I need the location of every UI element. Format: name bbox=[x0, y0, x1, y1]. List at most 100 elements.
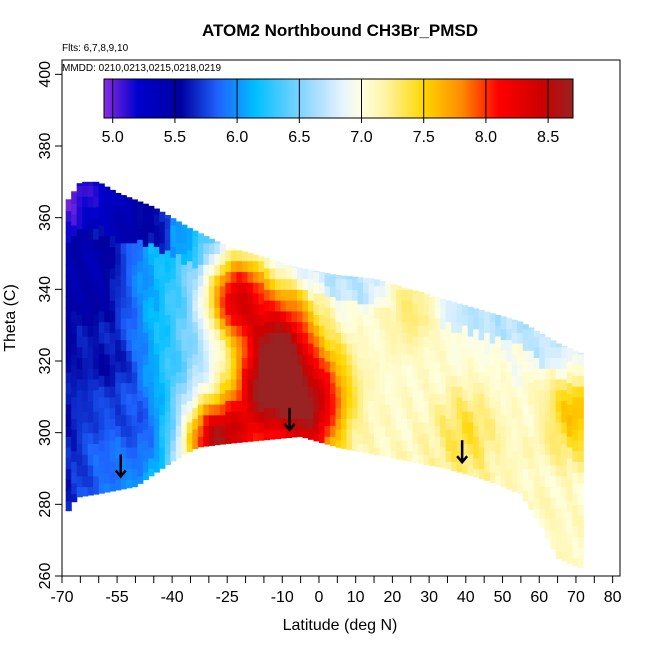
heatmap-cell bbox=[302, 310, 309, 323]
y-tick-label: 260 bbox=[37, 563, 54, 590]
heatmap-cell bbox=[478, 328, 485, 341]
heatmap-cell bbox=[517, 472, 524, 484]
heatmap-cell bbox=[291, 300, 298, 312]
heatmap-cell bbox=[263, 396, 271, 409]
heatmap-cell bbox=[269, 429, 276, 440]
heatmap-cell bbox=[506, 382, 513, 394]
heatmap-cell bbox=[170, 375, 177, 387]
heatmap-cell bbox=[484, 407, 491, 419]
heatmap-cell bbox=[352, 407, 359, 419]
heatmap-cell bbox=[368, 335, 375, 348]
heatmap-cell bbox=[489, 461, 496, 473]
heatmap-cell bbox=[170, 267, 177, 280]
heatmap-cell bbox=[137, 249, 144, 262]
heatmap-cell bbox=[93, 249, 100, 262]
heatmap-cell bbox=[104, 429, 111, 441]
heatmap-cell bbox=[247, 253, 254, 262]
heatmap-cell bbox=[357, 282, 364, 294]
heatmap-cell bbox=[269, 259, 276, 269]
heatmap-cell bbox=[98, 396, 105, 409]
heatmap-cell bbox=[219, 393, 226, 405]
heatmap-cell bbox=[164, 346, 171, 359]
heatmap-cell bbox=[401, 439, 408, 452]
heatmap-cell bbox=[87, 228, 94, 240]
heatmap-cell bbox=[467, 443, 474, 455]
heatmap-cell bbox=[115, 253, 122, 265]
heatmap-cell bbox=[522, 371, 529, 384]
heatmap-cell bbox=[120, 414, 127, 427]
heatmap-cell bbox=[544, 529, 551, 539]
heatmap-cell bbox=[396, 429, 403, 441]
heatmap-cell bbox=[407, 396, 414, 409]
heatmap-cell bbox=[87, 432, 94, 445]
heatmap-cell bbox=[429, 296, 436, 308]
heatmap-cell bbox=[170, 218, 177, 226]
heatmap-cell bbox=[109, 343, 116, 355]
heatmap-cell bbox=[484, 343, 491, 355]
heatmap-cell bbox=[159, 275, 166, 287]
heatmap-cell bbox=[131, 457, 138, 470]
heatmap-cell bbox=[263, 267, 271, 280]
heatmap-cell bbox=[192, 278, 199, 290]
heatmap-cell bbox=[76, 486, 83, 498]
heatmap-cell bbox=[324, 328, 331, 341]
heatmap-cell bbox=[142, 461, 149, 473]
heatmap-cell bbox=[258, 411, 265, 423]
heatmap-cell bbox=[307, 300, 315, 312]
heatmap-cell bbox=[561, 475, 568, 488]
heatmap-cell bbox=[307, 278, 315, 290]
heatmap-cell bbox=[247, 432, 254, 442]
colorbar-rect bbox=[103, 78, 574, 119]
heatmap-cell bbox=[357, 368, 364, 380]
heatmap-cell bbox=[164, 357, 171, 369]
heatmap-cell bbox=[473, 414, 480, 427]
heatmap-cell bbox=[65, 490, 72, 502]
heatmap-cell bbox=[175, 307, 182, 319]
heatmap-cell bbox=[76, 217, 83, 230]
heatmap-cell bbox=[467, 357, 474, 369]
heatmap-cell bbox=[522, 479, 529, 491]
heatmap-cell bbox=[572, 472, 579, 484]
heatmap-cell bbox=[577, 547, 584, 559]
heatmap-cell bbox=[197, 307, 204, 319]
heatmap-cell bbox=[137, 421, 144, 434]
heatmap-cell bbox=[451, 407, 458, 419]
heatmap-cell bbox=[181, 296, 188, 308]
heatmap-cell bbox=[555, 411, 562, 423]
heatmap-cell bbox=[93, 432, 100, 445]
heatmap-cell bbox=[120, 264, 127, 276]
heatmap-cell bbox=[478, 393, 485, 405]
heatmap-cell bbox=[109, 450, 116, 462]
heatmap-cell bbox=[247, 271, 254, 283]
heatmap-cell bbox=[203, 339, 210, 351]
heatmap-cell bbox=[440, 328, 447, 341]
heatmap-cell bbox=[76, 357, 83, 369]
heatmap-cell bbox=[495, 378, 502, 391]
heatmap-cell bbox=[418, 378, 425, 391]
heatmap-cell bbox=[219, 307, 226, 319]
heatmap-cell bbox=[489, 321, 496, 333]
heatmap-cell bbox=[374, 447, 381, 456]
heatmap-cell bbox=[285, 429, 293, 439]
heatmap-cell bbox=[153, 214, 160, 226]
heatmap-cell bbox=[385, 285, 392, 298]
heatmap-cell bbox=[467, 306, 474, 316]
heatmap-cell bbox=[473, 350, 480, 362]
heatmap-cell bbox=[423, 293, 430, 305]
heatmap-cell bbox=[87, 475, 94, 488]
heatmap-cell bbox=[566, 511, 573, 523]
x-axis-label: Latitude (deg N) bbox=[283, 617, 398, 634]
heatmap-cell bbox=[76, 271, 83, 283]
heatmap-cell bbox=[71, 482, 78, 495]
heatmap-cell bbox=[467, 432, 474, 445]
heatmap-cell bbox=[539, 443, 546, 455]
heatmap-cell bbox=[296, 300, 304, 312]
heatmap-cell bbox=[87, 249, 94, 262]
heatmap-cell bbox=[473, 468, 480, 478]
heatmap-cell bbox=[137, 325, 144, 337]
heatmap-cell bbox=[230, 346, 237, 359]
heatmap-cell bbox=[329, 350, 337, 362]
heatmap-cell bbox=[115, 199, 122, 212]
heatmap-cell bbox=[506, 425, 513, 437]
heatmap-cell bbox=[175, 393, 182, 405]
